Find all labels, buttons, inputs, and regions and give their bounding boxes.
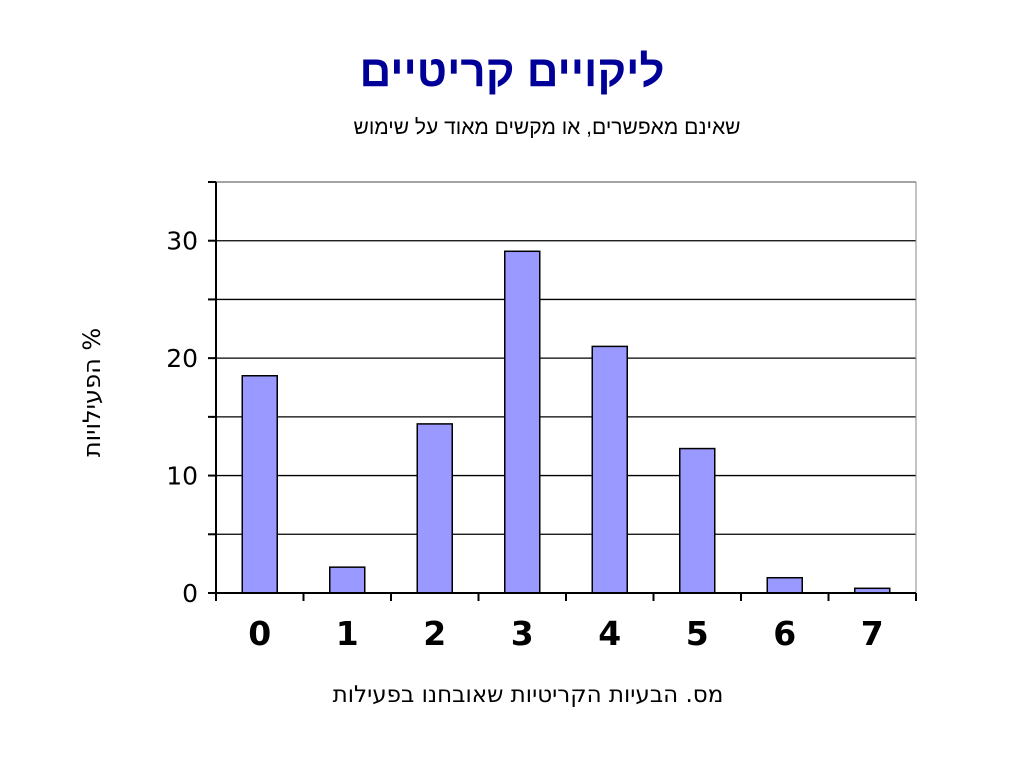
- y-tick-label: 10: [166, 462, 198, 491]
- bar-4: [591, 345, 628, 594]
- x-tick-label: 0: [248, 614, 271, 653]
- bar-1: [329, 566, 366, 594]
- y-tick-label: 20: [166, 344, 198, 373]
- y-tick-label: 0: [182, 579, 198, 608]
- bar-3: [504, 250, 541, 594]
- x-tick-label: 3: [511, 614, 534, 653]
- x-tick-label: 4: [598, 614, 621, 653]
- chart-container: 0 10 20 30 0 1 2 3 4 5 6 7 % הפעילויות מס. הבעיות ה…: [70, 168, 944, 713]
- y-axis-label: % הפעילויות: [78, 328, 106, 457]
- y-tick-label: 30: [166, 227, 198, 256]
- x-tick-label: 2: [423, 614, 446, 653]
- x-tick-label: 6: [773, 614, 796, 653]
- bar-5: [679, 447, 716, 594]
- x-tick-label: 5: [686, 614, 709, 653]
- bar-6: [766, 576, 803, 594]
- bar-0: [241, 375, 278, 594]
- page-title: ליקויים קריטיים: [359, 47, 665, 96]
- x-tick-label: 7: [861, 614, 884, 653]
- bar-chart: 0 10 20 30 0 1 2 3 4 5 6 7 % הפעילויות מס. הבעיות ה…: [70, 168, 944, 713]
- bar-2: [416, 423, 453, 594]
- x-axis-label: מס. הבעיות הקריטיות שאובחנו בפעילות: [333, 682, 724, 708]
- x-tick-label: 1: [336, 614, 359, 653]
- page-subtitle: שאינם מאפשרים, או מקשים מאוד על שימוש: [353, 116, 741, 139]
